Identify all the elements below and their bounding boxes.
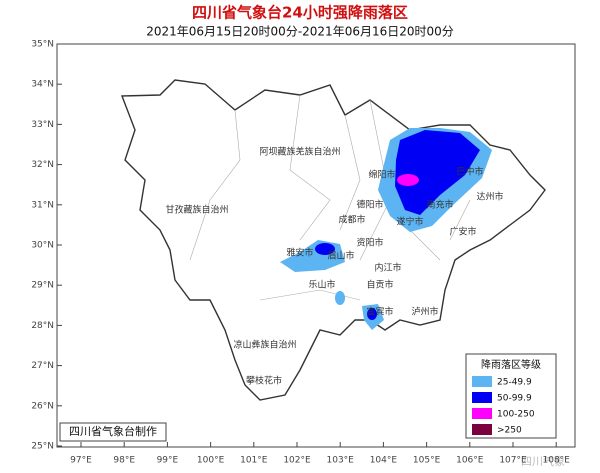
longitude-label: 108°E <box>543 456 571 466</box>
legend-swatch <box>472 424 492 435</box>
longitude-label: 99°E <box>157 456 179 466</box>
longitude-label: 102°E <box>283 456 311 466</box>
place-label: 自贡市 <box>366 279 393 291</box>
legend-label: 100-250 <box>497 410 535 420</box>
place-label: 宜宾市 <box>366 306 393 318</box>
place-label: 雅安市 <box>286 247 313 259</box>
longitude-label: 101°E <box>240 456 268 466</box>
longitude-label: 97°E <box>70 456 92 466</box>
latitude-label: 35°N <box>31 40 54 50</box>
place-label: 泸州市 <box>411 306 438 318</box>
place-label: 成都市 <box>338 214 365 226</box>
rain-area-light <box>335 291 345 305</box>
place-label: 资阳市 <box>356 237 383 249</box>
legend-label: 50-99.9 <box>497 394 532 404</box>
credit-box <box>59 422 167 442</box>
place-label: 凉山彝族自治州 <box>233 339 296 351</box>
longitude-label: 104°E <box>370 456 398 466</box>
legend-swatch <box>472 376 492 387</box>
longitude-label: 103°E <box>327 456 355 466</box>
legend-swatch <box>472 408 492 419</box>
place-label: 阿坝藏族羌族自治州 <box>259 146 340 158</box>
longitude-label: 100°E <box>197 456 225 466</box>
legend-label: >250 <box>497 426 522 436</box>
place-label: 巴中市 <box>456 166 483 178</box>
longitude-label: 106°E <box>456 456 484 466</box>
longitude-label: 98°E <box>113 456 135 466</box>
place-label: 遂宁市 <box>396 216 423 228</box>
rain-area-heavy <box>395 130 480 215</box>
place-label: 乐山市 <box>308 279 335 291</box>
place-label: 广安市 <box>449 226 476 238</box>
title: 四川省气象台24小时强降雨落区 <box>192 4 408 22</box>
latitude-label: 25°N <box>31 442 54 452</box>
latitude-label: 33°N <box>31 120 54 130</box>
legend-title: 降雨落区等级 <box>481 358 541 371</box>
place-label: 眉山市 <box>327 250 354 262</box>
credit: 四川省气象台制作 <box>69 424 157 438</box>
legend: 降雨落区等级 25-49.9 50-99.9 100-250 >250 <box>465 353 557 439</box>
rain-area-severe <box>397 174 419 186</box>
place-label: 内江市 <box>374 262 401 274</box>
place-label: 德阳市 <box>356 199 383 211</box>
place-label: 攀枝花市 <box>246 375 282 387</box>
latitude-label: 31°N <box>31 200 54 210</box>
rain-area-heavy <box>315 243 335 255</box>
rain-areas <box>280 128 492 330</box>
latitude-label: 28°N <box>31 321 54 331</box>
subtitle: 2021年06月15日20时00分-2021年06月16日20时00分 <box>146 25 454 39</box>
place-label: 甘孜藏族自治州 <box>165 204 228 216</box>
latitude-label: 26°N <box>31 401 54 411</box>
graticule <box>57 43 557 447</box>
place-label: 达州市 <box>476 191 503 203</box>
longitude-label: 107°E <box>499 456 527 466</box>
latitude-label: 34°N <box>31 80 54 90</box>
longitude-label: 105°E <box>413 456 441 466</box>
latitude-label: 30°N <box>31 241 54 251</box>
place-labels: 阿坝藏族羌族自治州 甘孜藏族自治州 凉山彝族自治州 攀枝花市 雅安市 眉山市 乐… <box>165 146 503 387</box>
latitude-label: 32°N <box>31 160 54 170</box>
legend-swatch <box>472 392 492 403</box>
place-label: 南充市 <box>426 199 453 211</box>
latitude-label: 29°N <box>31 281 54 291</box>
place-label: 绵阳市 <box>368 169 395 181</box>
legend-label: 25-49.9 <box>497 378 532 388</box>
latitude-label: 27°N <box>31 361 54 371</box>
rain-area-heavy <box>367 308 377 320</box>
watermark: 四川气象 <box>521 454 565 468</box>
